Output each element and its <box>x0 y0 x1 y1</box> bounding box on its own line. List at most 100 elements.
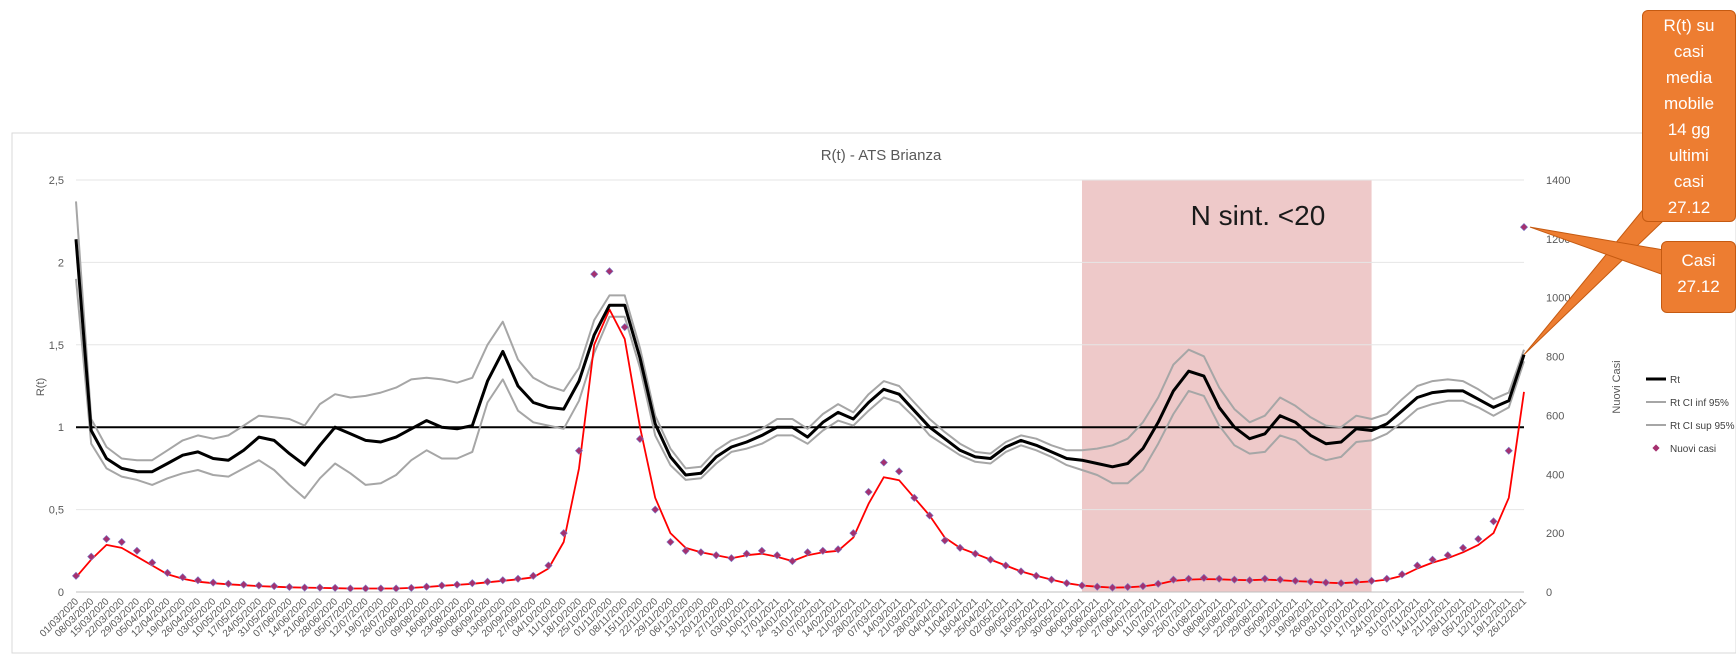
y2-axis-label: Nuovi Casi <box>1611 360 1623 413</box>
nuovi-casi-point <box>1443 551 1452 560</box>
nuovi-casi-point <box>1230 575 1239 584</box>
nuovi-casi-point <box>407 583 416 592</box>
nuovi-casi-point <box>864 487 873 496</box>
y-tick-label: 0,5 <box>49 505 64 517</box>
series-line-rt-ci-sup-95 <box>75 201 1525 470</box>
nuovi-casi-point <box>940 536 949 545</box>
callout-rt-moving-average: R(t) su casi media mobile 14 gg ultimi casi 27.… <box>1642 10 1736 222</box>
callout-line: media <box>1665 68 1713 87</box>
nuovi-casi-point <box>483 577 492 586</box>
y-tick-label: 1 <box>58 422 64 434</box>
nuovi-casi-point <box>1093 582 1102 591</box>
shaded-band-layer <box>1081 180 1372 592</box>
nuovi-casi-point <box>285 582 294 592</box>
nuovi-casi-point <box>1413 561 1422 570</box>
y-axis-label: R(t) <box>35 378 47 396</box>
y-tick-label: 2 <box>58 257 64 269</box>
nuovi-casi-point <box>1123 582 1132 592</box>
nuovi-casi-point <box>773 551 782 560</box>
nuovi-casi-point <box>1398 570 1407 579</box>
nuovi-casi-point <box>727 554 736 563</box>
nuovi-casi-point <box>1519 223 1529 232</box>
legend-marker <box>1652 444 1660 452</box>
nuovi-casi-point <box>1245 576 1254 585</box>
nuovi-casi-point <box>559 529 568 538</box>
nuovi-casi-point <box>1260 574 1269 583</box>
nuovi-casi-point <box>742 549 751 558</box>
nuovi-casi-point <box>879 458 888 467</box>
nuovi-casi-point <box>513 574 523 583</box>
nuovi-casi-point <box>1138 582 1147 591</box>
nuovi-casi-point <box>1367 576 1376 585</box>
nuovi-casi-point <box>1489 517 1498 526</box>
nuovi-casi-point <box>1032 571 1041 580</box>
nuovi-casi-point <box>1306 577 1315 586</box>
nuovi-casi-point <box>453 580 462 589</box>
nuovi-casi-point <box>635 434 644 443</box>
nuovi-casi-point <box>1062 579 1071 588</box>
axis-layer: 00,511,522,5020040060080010001200140001/… <box>38 175 1571 640</box>
nuovi-casi-point <box>132 546 141 555</box>
nuovi-casi-point <box>1154 579 1163 588</box>
nuovi-casi-point <box>895 467 904 476</box>
nuovi-casi-point <box>818 546 827 555</box>
nuovi-casi-point <box>1215 574 1224 583</box>
nuovi-casi-point <box>956 543 965 552</box>
nuovi-casi-point <box>1001 561 1010 570</box>
nuovi-casi-point <box>71 571 81 580</box>
nuovi-casi-point <box>849 529 858 538</box>
nuovi-casi-point <box>224 579 233 588</box>
nuovi-casi-point <box>803 548 812 557</box>
nuovi-casi-point <box>1321 578 1330 587</box>
y2-tick-label: 1400 <box>1546 175 1570 187</box>
nuovi-casi-point <box>437 581 446 590</box>
nuovi-casi-point <box>331 583 340 592</box>
nuovi-casi-point <box>574 446 584 455</box>
nuovi-casi-point <box>1169 575 1178 584</box>
y-tick-label: 0 <box>58 587 64 599</box>
y2-tick-label: 600 <box>1546 410 1564 422</box>
nuovi-casi-point <box>1352 577 1361 586</box>
y2-tick-label: 200 <box>1546 528 1564 540</box>
nuovi-casi-point <box>1474 535 1483 544</box>
nuovi-casi-point <box>544 561 553 570</box>
nuovi-casi-point <box>1382 574 1391 583</box>
nuovi-casi-point <box>239 580 248 589</box>
nuovi-casi-point <box>971 549 980 558</box>
nuovi-casi-point <box>986 555 995 564</box>
callout-cases: Casi 27.12 <box>1661 241 1736 313</box>
callout-line: 14 gg <box>1667 120 1711 139</box>
callout-line: casi <box>1673 42 1705 61</box>
nuovi-casi-point <box>300 583 309 592</box>
callout-line: R(t) su <box>1663 16 1715 35</box>
y2-tick-label: 0 <box>1546 587 1552 599</box>
nuovi-casi-point <box>651 505 660 514</box>
series-line-rt <box>74 239 1526 477</box>
nuovi-casi-point <box>315 583 324 592</box>
nuovi-casi-point <box>788 557 797 566</box>
callout-line: 27.12 <box>1667 198 1711 217</box>
chart-frame <box>11 132 1736 654</box>
marker-layer <box>71 223 1529 593</box>
nuovi-casi-point <box>468 579 477 588</box>
nuovi-casi-point <box>102 535 111 544</box>
nuovi-casi-point <box>712 551 721 560</box>
nuovi-casi-point <box>696 548 705 557</box>
nuovi-casi-point <box>529 571 538 580</box>
legend-label: Rt CI inf 95% <box>1670 398 1729 409</box>
legend-label: Rt <box>1670 375 1680 386</box>
nuovi-casi-point <box>270 582 279 591</box>
nuovi-casi-point <box>148 558 157 567</box>
nuovi-casi-point <box>193 576 202 585</box>
nuovi-casi-point <box>1047 575 1056 584</box>
nuovi-casi-point <box>178 573 187 582</box>
shaded-band <box>1081 180 1372 592</box>
nuovi-casi-point <box>757 546 766 555</box>
nuovi-casi-point <box>1108 583 1117 592</box>
nuovi-casi-point <box>1459 543 1468 552</box>
nuovi-casi-point <box>1276 575 1285 584</box>
nuovi-casi-point <box>422 582 431 591</box>
nuovi-casi-point <box>590 270 599 279</box>
callout-line: ultimi <box>1669 146 1709 165</box>
